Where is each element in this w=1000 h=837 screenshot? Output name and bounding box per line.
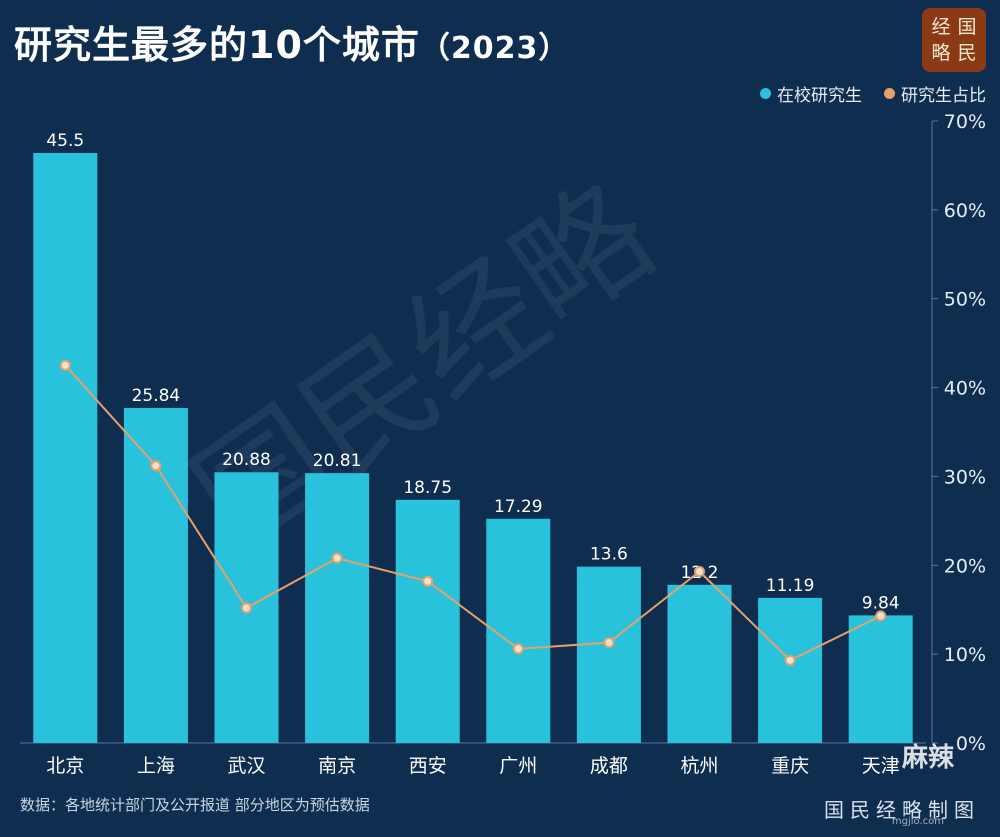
logo-char: 民 — [957, 42, 977, 64]
legend-label-bar: 在校研究生 — [777, 86, 862, 106]
corner-stamp: 麻辣 — [902, 743, 955, 773]
bar-data-label: 45.5 — [46, 131, 84, 151]
x-axis-tick-label: 武汉 — [227, 755, 265, 777]
bar — [758, 597, 823, 743]
right-axis-tick-label: 10% — [944, 644, 986, 666]
bar-data-label: 17.29 — [494, 497, 543, 517]
bar — [33, 153, 98, 743]
x-axis-tick-label: 广州 — [499, 755, 537, 777]
bar-data-label: 25.84 — [132, 386, 181, 406]
x-axis-tick-label: 北京 — [46, 755, 84, 777]
right-axis-tick-label: 40% — [944, 378, 986, 400]
share-point — [603, 637, 615, 649]
share-line — [64, 364, 882, 662]
right-axis-tick-label: 50% — [944, 289, 986, 311]
right-axis-tick-label: 60% — [944, 200, 986, 222]
right-axis-tick-label: 20% — [944, 555, 986, 577]
x-axis-tick-label: 南京 — [318, 755, 356, 777]
bar-data-label: 13.6 — [590, 545, 628, 565]
brand-logo: 经 国 略 民 — [922, 8, 986, 72]
share-point — [784, 654, 796, 666]
bar-data-label: 11.19 — [766, 576, 815, 596]
x-axis-tick-label: 天津 — [862, 755, 900, 777]
legend-item-bar: 在校研究生 — [760, 81, 862, 106]
bar — [123, 407, 188, 743]
title-year: （2023） — [419, 31, 570, 66]
legend-dot-bar — [760, 88, 771, 99]
bar — [486, 518, 551, 743]
bar — [305, 473, 370, 743]
share-point — [150, 460, 162, 472]
bar — [395, 499, 460, 743]
legend-dot-line — [884, 88, 895, 99]
x-axis-tick-label: 重庆 — [771, 755, 809, 777]
x-axis-tick-label: 杭州 — [680, 755, 718, 777]
share-point — [694, 566, 705, 578]
bar — [848, 615, 913, 743]
share-point — [59, 359, 71, 371]
right-axis-tick-label: 30% — [944, 466, 986, 488]
bar — [576, 566, 641, 743]
share-point — [422, 575, 434, 587]
share-point — [512, 643, 524, 655]
legend-label-line: 研究生占比 — [901, 86, 986, 106]
chart-title: 研究生最多的10个城市（2023） — [14, 14, 569, 69]
right-axis-tick-label: 70% — [944, 111, 986, 133]
bar-data-label: 18.75 — [403, 478, 452, 498]
bar-data-label: 9.84 — [862, 593, 900, 613]
bar-data-label: 20.88 — [222, 450, 271, 470]
bar — [667, 584, 732, 743]
chart-legend: 在校研究生 研究生占比 — [760, 81, 986, 106]
logo-char: 略 — [931, 42, 951, 64]
share-point — [875, 610, 887, 622]
bar-data-label: 20.81 — [313, 451, 362, 471]
footer-brand: 国民经略制图 — [824, 798, 980, 822]
x-axis-tick-label: 西安 — [409, 755, 447, 777]
legend-item-line: 研究生占比 — [884, 81, 986, 106]
footer-url: mgjlo.com — [891, 816, 944, 827]
logo-char: 经 — [931, 16, 951, 38]
data-source-note: 数据：各地统计部门及公开报道 部分地区为预估数据 — [20, 796, 370, 814]
right-axis-tick-label: 0% — [956, 733, 986, 755]
title-main: 研究生最多的10个城市 — [14, 23, 420, 67]
share-point — [331, 552, 343, 564]
share-point — [241, 602, 252, 614]
logo-char: 国 — [957, 16, 977, 38]
x-axis-tick-label: 上海 — [137, 755, 175, 777]
x-axis-tick-label: 成都 — [590, 755, 628, 777]
